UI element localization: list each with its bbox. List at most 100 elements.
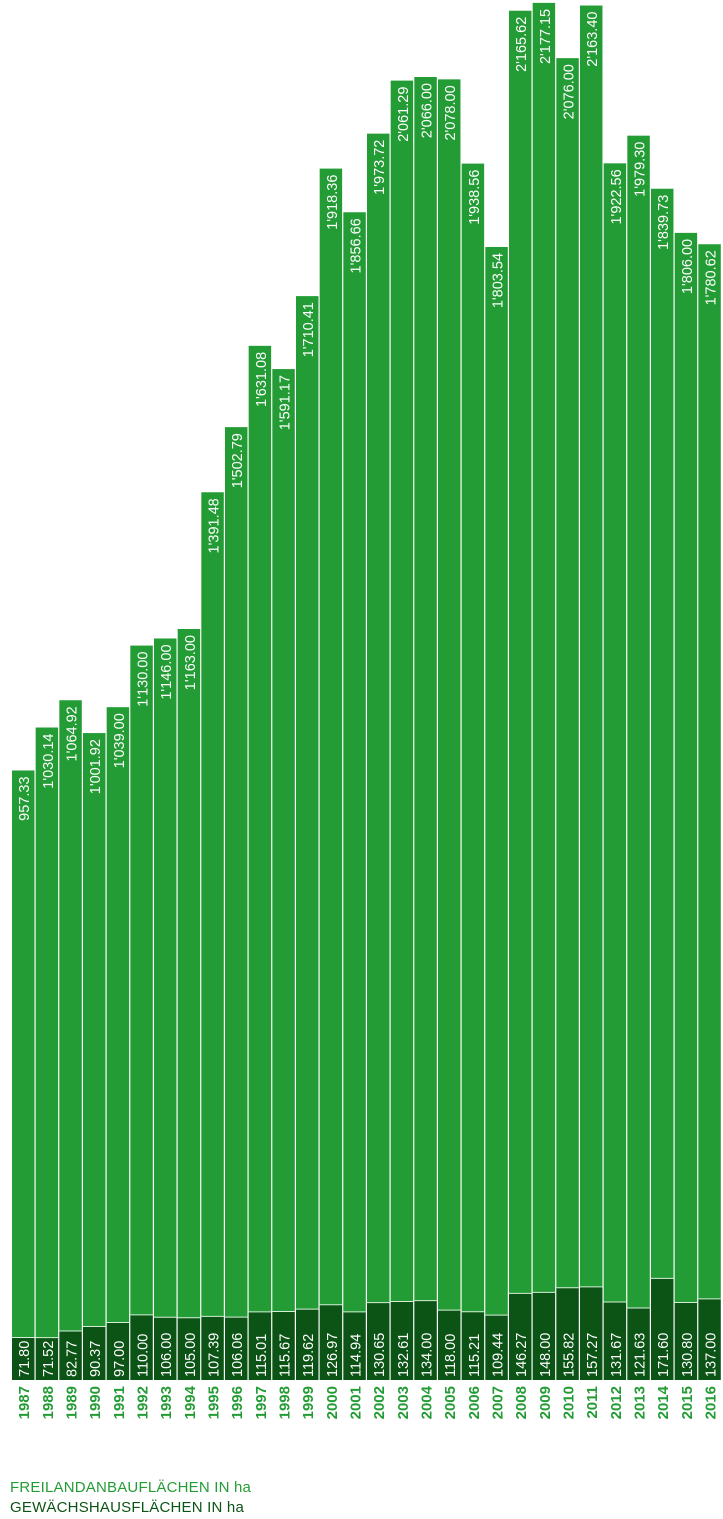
year-label-1999: 1999 [300,1386,317,1419]
year-label-1998: 1998 [277,1386,294,1419]
label-greenhouse-2002: 130.65 [372,1333,388,1377]
label-open-field-1996: 1'502.79 [230,433,246,488]
label-open-field-2006: 1'938.56 [467,170,483,225]
bar-open-field-1987 [12,770,35,1338]
bar-greenhouse-2008 [509,1293,532,1380]
bar-greenhouse-1992 [130,1314,153,1380]
label-open-field-1987: 957.33 [17,776,33,820]
year-label-2000: 2000 [324,1386,341,1419]
bar-open-field-1999 [296,296,319,1310]
bar-open-field-1989 [59,700,82,1331]
bar-open-field-2004 [414,77,437,1301]
bar-open-field-1996 [225,427,248,1318]
year-label-2008: 2008 [513,1386,530,1419]
bar-open-field-2014 [651,188,674,1279]
bar-open-field-2002 [367,133,390,1303]
label-open-field-2007: 1'803.54 [491,253,507,308]
year-label-1987: 1987 [16,1386,33,1419]
label-open-field-1992: 1'130.00 [136,652,152,707]
year-label-2016: 2016 [703,1386,720,1419]
label-open-field-2016: 1'780.62 [704,250,720,305]
bar-open-field-2007 [485,246,508,1316]
bar-greenhouse-1997 [248,1311,272,1380]
label-greenhouse-1992: 110.00 [136,1334,152,1377]
label-greenhouse-1987: 71.80 [17,1341,33,1377]
label-open-field-1994: 1'163.00 [183,635,199,690]
bar-greenhouse-2014 [651,1278,674,1380]
label-greenhouse-1988: 71.52 [41,1341,57,1377]
year-label-1990: 1990 [87,1386,104,1419]
year-label-2007: 2007 [490,1386,507,1419]
label-greenhouse-2004: 134.00 [420,1333,436,1377]
label-open-field-2015: 1'806.00 [680,239,696,294]
bar-greenhouse-1993 [154,1317,177,1380]
bar-greenhouse-2001 [343,1311,366,1380]
year-label-1996: 1996 [229,1386,246,1419]
year-label-2014: 2014 [655,1385,672,1419]
bar-greenhouse-1990 [83,1326,106,1380]
year-label-2012: 2012 [608,1386,625,1419]
bar-greenhouse-2009 [532,1292,556,1380]
label-greenhouse-1995: 107.39 [207,1333,223,1377]
bar-greenhouse-2006 [461,1311,485,1380]
label-open-field-2010: 2'076.00 [562,64,578,119]
label-greenhouse-2003: 132.61 [396,1333,412,1377]
label-open-field-1995: 1'391.48 [207,498,223,553]
year-label-1994: 1994 [182,1385,199,1419]
bar-greenhouse-2010 [556,1287,579,1380]
bar-greenhouse-2012 [603,1302,627,1380]
label-open-field-2011: 2'163.40 [585,12,601,67]
label-greenhouse-2013: 121.63 [633,1333,649,1377]
year-label-1989: 1989 [64,1386,81,1419]
bar-greenhouse-1996 [225,1317,248,1380]
bar-open-field-2000 [319,168,343,1305]
label-open-field-1998: 1'591.17 [278,375,294,430]
year-label-2005: 2005 [442,1386,459,1419]
label-greenhouse-2005: 118.00 [443,1334,459,1377]
label-open-field-2001: 1'856.66 [349,218,365,273]
label-open-field-1999: 1'710.41 [301,302,317,357]
label-greenhouse-2009: 148.00 [538,1333,554,1377]
label-greenhouse-1998: 115.67 [278,1334,294,1377]
label-open-field-2000: 1'918.36 [325,175,341,230]
bar-open-field-2003 [390,80,414,1302]
label-greenhouse-2007: 109.44 [491,1333,507,1377]
bar-greenhouse-1991 [106,1322,130,1380]
legend-greenhouse: GEWÄCHSHAUSFLÄCHEN IN ha [10,1499,245,1516]
year-label-1995: 1995 [206,1386,223,1419]
label-greenhouse-2008: 146.27 [514,1333,530,1377]
bar-open-field-2011 [580,5,603,1287]
label-greenhouse-2015: 130.80 [680,1333,696,1377]
bar-open-field-2006 [461,163,485,1312]
label-open-field-2013: 1'979.30 [633,142,649,197]
year-label-1997: 1997 [253,1386,270,1419]
label-greenhouse-1994: 105.00 [183,1333,199,1377]
year-label-2004: 2004 [419,1385,436,1419]
label-open-field-1997: 1'631.08 [254,352,270,407]
bar-open-field-1990 [83,733,106,1327]
label-greenhouse-2000: 126.97 [325,1333,341,1377]
label-greenhouse-1999: 119.62 [301,1334,317,1377]
label-open-field-2009: 2'177.15 [538,9,554,64]
label-greenhouse-1989: 82.77 [65,1341,81,1377]
bar-open-field-2016 [698,244,721,1299]
year-label-2011: 2011 [584,1386,601,1419]
bar-greenhouse-1987 [12,1337,35,1380]
label-greenhouse-1991: 97.00 [112,1341,128,1377]
label-open-field-1990: 1'001.92 [88,739,104,794]
label-open-field-1988: 1'030.14 [41,734,57,789]
bar-open-field-2001 [343,212,366,1312]
label-greenhouse-2012: 131.67 [609,1333,625,1377]
bar-greenhouse-2016 [698,1298,721,1380]
bar-open-field-1995 [201,492,224,1317]
bar-open-field-2015 [674,232,698,1303]
bar-open-field-1988 [35,727,59,1338]
year-label-2003: 2003 [395,1386,412,1419]
bar-greenhouse-2015 [674,1302,698,1380]
bar-greenhouse-2007 [485,1315,508,1380]
bar-open-field-1992 [130,645,153,1315]
bar-open-field-1998 [272,369,295,1312]
bar-greenhouse-2005 [438,1310,461,1380]
bar-greenhouse-1989 [59,1330,82,1380]
bar-greenhouse-2002 [367,1302,390,1380]
